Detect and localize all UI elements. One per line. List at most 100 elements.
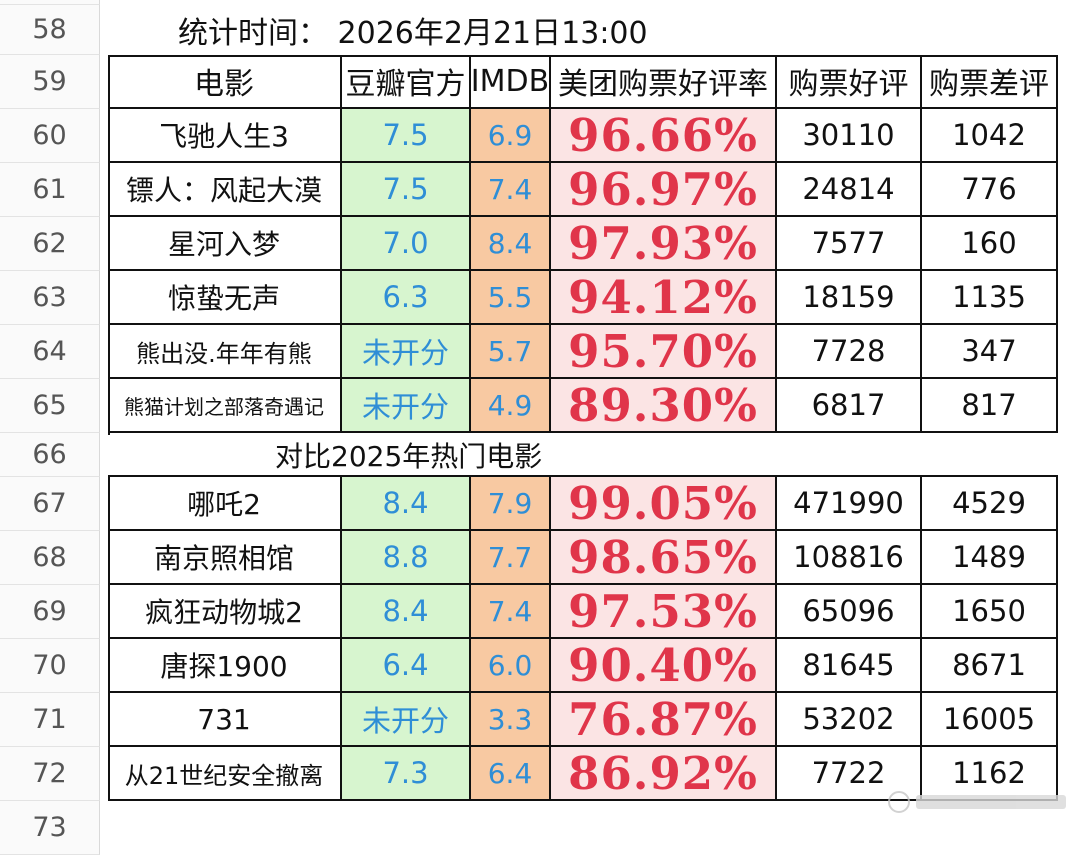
- good-reviews-cell[interactable]: 65096: [777, 585, 922, 639]
- watermark-bar: [916, 795, 1066, 809]
- bad-reviews-cell[interactable]: 160: [922, 217, 1058, 271]
- row-header[interactable]: 59: [0, 55, 100, 109]
- meituan-rate-cell[interactable]: 86.92%: [551, 747, 777, 801]
- row-header[interactable]: 71: [0, 693, 100, 747]
- row-header[interactable]: 63: [0, 271, 100, 325]
- table-left-border: [108, 55, 110, 435]
- film-cell[interactable]: 惊蛰无声: [108, 271, 342, 325]
- film-cell[interactable]: 镖人：风起大漠: [108, 163, 342, 217]
- douban-score-cell[interactable]: 6.3: [342, 271, 471, 325]
- header-douban[interactable]: 豆瓣官方: [342, 55, 471, 109]
- good-reviews-cell[interactable]: 7728: [777, 325, 922, 379]
- meituan-rate-cell[interactable]: 76.87%: [551, 693, 777, 747]
- film-cell[interactable]: 熊出没.年年有熊: [108, 325, 342, 379]
- meituan-rate-cell[interactable]: 97.53%: [551, 585, 777, 639]
- row-header[interactable]: 57: [0, 0, 100, 5]
- imdb-score-cell[interactable]: 6.9: [471, 109, 551, 163]
- row-header[interactable]: 68: [0, 531, 100, 585]
- film-cell[interactable]: 星河入梦: [108, 217, 342, 271]
- douban-score-cell[interactable]: 8.4: [342, 477, 471, 531]
- row-header[interactable]: 66: [0, 433, 100, 477]
- douban-score-cell[interactable]: 7.5: [342, 109, 471, 163]
- row-header[interactable]: 72: [0, 747, 100, 801]
- good-reviews-cell[interactable]: 6817: [777, 379, 922, 433]
- row-header[interactable]: 67: [0, 477, 100, 531]
- film-cell[interactable]: 熊猫计划之部落奇遇记: [108, 379, 342, 433]
- meituan-rate-cell[interactable]: 94.12%: [551, 271, 777, 325]
- film-cell[interactable]: 飞驰人生3: [108, 109, 342, 163]
- table-top-border: [108, 55, 1058, 57]
- good-reviews-cell[interactable]: 471990: [777, 477, 922, 531]
- meituan-rate-cell[interactable]: 99.05%: [551, 477, 777, 531]
- row-header[interactable]: 58: [0, 5, 100, 55]
- imdb-score-cell[interactable]: 7.9: [471, 477, 551, 531]
- bad-reviews-cell[interactable]: 1135: [922, 271, 1058, 325]
- imdb-score-cell[interactable]: 7.4: [471, 585, 551, 639]
- meituan-rate-cell[interactable]: 96.66%: [551, 109, 777, 163]
- douban-score-cell[interactable]: 8.4: [342, 585, 471, 639]
- meituan-rate-cell[interactable]: 89.30%: [551, 379, 777, 433]
- header-imdb[interactable]: IMDB: [471, 55, 551, 109]
- film-cell[interactable]: 疯狂动物城2: [108, 585, 342, 639]
- imdb-score-cell[interactable]: 4.9: [471, 379, 551, 433]
- good-reviews-cell[interactable]: 7577: [777, 217, 922, 271]
- meituan-rate-cell[interactable]: 90.40%: [551, 639, 777, 693]
- bad-reviews-cell[interactable]: 1650: [922, 585, 1058, 639]
- bad-reviews-cell[interactable]: 817: [922, 379, 1058, 433]
- douban-score-cell[interactable]: 8.8: [342, 531, 471, 585]
- row-header[interactable]: 70: [0, 639, 100, 693]
- header-good-reviews[interactable]: 购票好评: [777, 55, 922, 109]
- meituan-rate-cell[interactable]: 96.97%: [551, 163, 777, 217]
- good-reviews-cell[interactable]: 7722: [777, 747, 922, 801]
- douban-score-cell[interactable]: 7.0: [342, 217, 471, 271]
- header-meituan-rate[interactable]: 美团购票好评率: [551, 55, 777, 109]
- imdb-score-cell[interactable]: 8.4: [471, 217, 551, 271]
- douban-score-cell[interactable]: 7.3: [342, 747, 471, 801]
- row-header[interactable]: 60: [0, 109, 100, 163]
- meituan-rate-cell[interactable]: 98.65%: [551, 531, 777, 585]
- good-reviews-cell[interactable]: 53202: [777, 693, 922, 747]
- douban-score-cell[interactable]: 未开分: [342, 379, 471, 433]
- bad-reviews-cell[interactable]: 4529: [922, 477, 1058, 531]
- header-bad-reviews[interactable]: 购票差评: [922, 55, 1058, 109]
- compare-title[interactable]: 对比2025年热门电影: [275, 440, 543, 473]
- imdb-score-cell[interactable]: 6.0: [471, 639, 551, 693]
- good-reviews-cell[interactable]: 81645: [777, 639, 922, 693]
- row-header[interactable]: 69: [0, 585, 100, 639]
- film-cell[interactable]: 从21世纪安全撤离: [108, 747, 342, 801]
- film-cell[interactable]: 唐探1900: [108, 639, 342, 693]
- header-film[interactable]: 电影: [108, 55, 342, 109]
- row-header[interactable]: 73: [0, 801, 100, 855]
- film-cell[interactable]: 731: [108, 693, 342, 747]
- imdb-score-cell[interactable]: 3.3: [471, 693, 551, 747]
- bad-reviews-cell[interactable]: 8671: [922, 639, 1058, 693]
- imdb-score-cell[interactable]: 5.5: [471, 271, 551, 325]
- good-reviews-cell[interactable]: 18159: [777, 271, 922, 325]
- row-header[interactable]: 65: [0, 379, 100, 433]
- good-reviews-cell[interactable]: 30110: [777, 109, 922, 163]
- douban-score-cell[interactable]: 6.4: [342, 639, 471, 693]
- douban-score-cell[interactable]: 未开分: [342, 325, 471, 379]
- good-reviews-cell[interactable]: 108816: [777, 531, 922, 585]
- meituan-rate-cell[interactable]: 95.70%: [551, 325, 777, 379]
- row-header[interactable]: 62: [0, 217, 100, 271]
- imdb-score-cell[interactable]: 7.4: [471, 163, 551, 217]
- bad-reviews-cell[interactable]: 1042: [922, 109, 1058, 163]
- stat-time[interactable]: 统计时间： 2026年2月21日13:00: [178, 16, 648, 51]
- film-cell[interactable]: 南京照相馆: [108, 531, 342, 585]
- good-reviews-cell[interactable]: 24814: [777, 163, 922, 217]
- meituan-rate-cell[interactable]: 97.93%: [551, 217, 777, 271]
- bad-reviews-cell[interactable]: 347: [922, 325, 1058, 379]
- bad-reviews-cell[interactable]: 776: [922, 163, 1058, 217]
- imdb-score-cell[interactable]: 5.7: [471, 325, 551, 379]
- douban-score-cell[interactable]: 7.5: [342, 163, 471, 217]
- douban-score-cell[interactable]: 未开分: [342, 693, 471, 747]
- imdb-score-cell[interactable]: 6.4: [471, 747, 551, 801]
- imdb-score-cell[interactable]: 7.7: [471, 531, 551, 585]
- row-header[interactable]: 61: [0, 163, 100, 217]
- row-header[interactable]: 64: [0, 325, 100, 379]
- bad-reviews-cell[interactable]: 16005: [922, 693, 1058, 747]
- film-cell[interactable]: 哪吒2: [108, 477, 342, 531]
- bad-reviews-cell[interactable]: 1489: [922, 531, 1058, 585]
